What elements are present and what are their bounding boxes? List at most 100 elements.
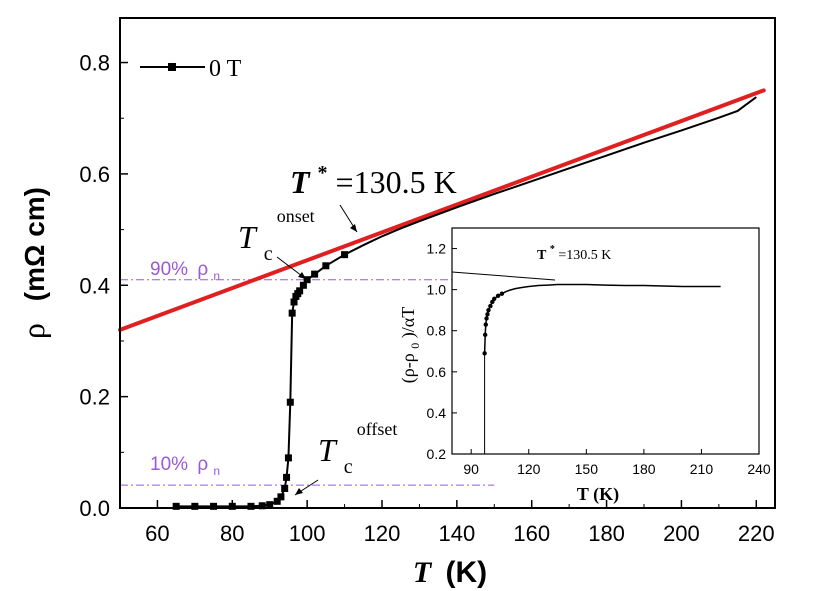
- inset-data-point: [499, 291, 505, 296]
- ref-label-90-pct: 90%: [150, 259, 188, 280]
- data-point: [296, 287, 304, 295]
- inset-y-tick-label: 0.8: [427, 323, 447, 339]
- tc-offset-annotation: T c offset: [318, 419, 397, 480]
- data-point: [290, 298, 298, 306]
- inset-series-markers: [482, 291, 505, 356]
- x-tick-label: 220: [738, 521, 775, 546]
- data-point: [311, 270, 319, 278]
- inset-data-point: [488, 303, 493, 309]
- inset-data-point: [485, 312, 490, 317]
- data-point: [273, 497, 281, 505]
- tstar-annotation: T * =130.5 K: [290, 150, 457, 200]
- tc-onset-superscript: onset: [277, 206, 315, 226]
- x-tick-label: 60: [145, 521, 169, 546]
- y-tick-label: 0.0: [79, 496, 110, 521]
- inset-y-axis-rest: )/αT: [398, 307, 419, 338]
- inset-data-point: [486, 307, 491, 313]
- y-tick-label: 0.8: [79, 51, 110, 76]
- data-point: [341, 251, 349, 259]
- inset-y-axis-rho: (ρ-ρ: [398, 353, 419, 383]
- inset-y-axis-sub: 0: [408, 343, 422, 349]
- tc-offset-superscript: offset: [357, 419, 398, 439]
- legend-marker: [168, 63, 176, 71]
- main-x-axis-label: T (K): [413, 556, 487, 589]
- inset-plot-frame: [451, 227, 760, 455]
- inset-plot: 90 120 150 180 210 240 0.2 0.4 0.6 0.8 1.0 1.2 T (…: [398, 227, 771, 505]
- ref-label-10-sub: n: [213, 464, 220, 478]
- inset-tstar-annotation: T * =130.5 K: [537, 241, 611, 263]
- data-point: [281, 485, 289, 493]
- inset-x-tick-label: 150: [575, 461, 599, 477]
- inset-y-tick-label: 0.4: [427, 405, 447, 421]
- tstar-symbol: T: [290, 164, 311, 200]
- data-point: [277, 493, 285, 501]
- ref-label-90-sym: ρ: [197, 259, 208, 280]
- data-point: [288, 309, 296, 317]
- tc-offset-arrowhead: [295, 488, 303, 495]
- inset-data-point: [482, 351, 487, 356]
- y-tick-label: 0.4: [79, 273, 110, 298]
- data-point: [284, 454, 292, 462]
- data-point: [247, 502, 255, 510]
- tc-offset-symbol: T: [318, 432, 338, 468]
- tstar-value: =130.5 K: [336, 164, 457, 200]
- main-x-axis-unit: (K): [446, 556, 488, 589]
- x-tick-label: 100: [289, 521, 326, 546]
- inset-data-point: [484, 316, 489, 321]
- inset-x-tick-label: 240: [747, 461, 771, 477]
- tc-onset-arrowhead: [298, 272, 306, 279]
- data-point: [322, 262, 330, 270]
- data-point: [283, 473, 291, 481]
- main-y-axis-unit: (mΩ cm): [19, 187, 50, 301]
- tstar-arrowhead: [350, 224, 357, 232]
- data-point: [299, 281, 307, 289]
- inset-tstar-value: =130.5 K: [558, 248, 611, 263]
- x-tick-label: 180: [588, 521, 625, 546]
- inset-data-point: [483, 322, 488, 327]
- inset-tstar-tangent: [451, 271, 556, 281]
- tc-onset-annotation: T c onset: [238, 206, 315, 267]
- main-plot: 60 80 100 120 140 160 180 200 220 0.00.20.40.60.…: [15, 17, 776, 589]
- x-tick-label: 120: [364, 521, 401, 546]
- ref-label-10-sym: ρ: [197, 454, 208, 475]
- main-x-axis-symbol: T: [413, 556, 433, 589]
- inset-y-tick-label: 1.0: [427, 282, 447, 298]
- inset-y-axis-label: (ρ-ρ 0 )/αT: [398, 307, 423, 383]
- data-point: [210, 502, 218, 510]
- data-point: [172, 502, 180, 510]
- main-y-axis-symbol: ρ: [15, 323, 51, 339]
- inset-background: [452, 228, 759, 454]
- tstar-superscript: *: [318, 162, 328, 184]
- tc-offset-subscript: c: [344, 456, 353, 478]
- x-tick-label: 160: [513, 521, 550, 546]
- ref-label-10-pct: 10%: [150, 454, 188, 475]
- x-tick-label: 140: [438, 521, 475, 546]
- inset-x-axis-label: T (K): [577, 484, 619, 505]
- ref-label-90: 90% ρ n: [150, 259, 220, 283]
- inset-y-tick-label: 1.2: [427, 241, 447, 257]
- inset-data-point: [482, 332, 488, 338]
- main-y-axis-label: ρ (mΩ cm): [15, 187, 51, 339]
- x-tick-label: 80: [220, 521, 244, 546]
- data-point: [286, 398, 294, 406]
- y-tick-label: 0.2: [79, 385, 110, 410]
- data-point: [258, 502, 266, 510]
- inset-x-tick-label: 90: [463, 461, 479, 477]
- inset-y-ticks: 0.2 0.4 0.6 0.8 1.0 1.2: [427, 241, 457, 462]
- main-plot-frame: [119, 17, 776, 509]
- legend-label: 0 T: [209, 56, 242, 82]
- inset-data-point: [495, 293, 501, 298]
- ref-label-90-sub: n: [213, 269, 220, 283]
- inset-x-tick-label: 120: [517, 461, 541, 477]
- ref-label-10: 10% ρ n: [150, 454, 220, 478]
- main-y-ticks: 0.0 0.2 0.4 0.6 0.8: [79, 51, 128, 521]
- inset-data-point: [492, 296, 497, 302]
- main-x-ticks: 60 80 100 120 140 160 180 200 220: [119, 500, 775, 546]
- inset-x-tick-label: 210: [690, 461, 714, 477]
- inset-y-tick-label: 0.6: [427, 364, 447, 380]
- fit-line: [118, 88, 766, 332]
- x-tick-label: 200: [663, 521, 700, 546]
- inset-x-tick-label: 180: [632, 461, 656, 477]
- y-tick-label: 0.6: [79, 162, 110, 187]
